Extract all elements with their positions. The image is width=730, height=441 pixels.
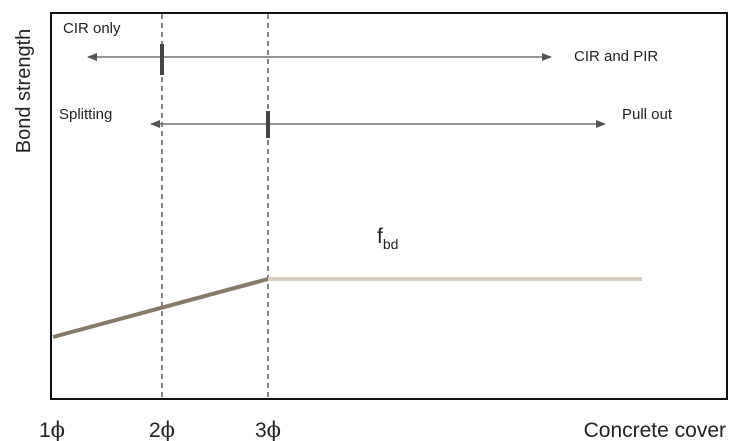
x-axis-label: Concrete cover (584, 419, 726, 441)
cir-transition-marker (160, 44, 164, 75)
x-tick-3phi: 3ϕ (255, 418, 281, 441)
x-tick-1phi: 1ϕ (39, 418, 65, 441)
pull-out-label: Pull out (622, 106, 673, 123)
plot-frame (50, 12, 728, 400)
y-axis-label: Bond strength (13, 29, 35, 154)
splitting-label: Splitting (59, 106, 112, 123)
fbd-label: fbd (377, 225, 398, 252)
bond-strength-rising-line (52, 277, 269, 339)
cir-and-pir-label: CIR and PIR (574, 48, 658, 65)
fbd-label-subscript: bd (383, 236, 399, 252)
x-tick-2phi: 2ϕ (149, 418, 175, 441)
fbd-label-main: f (377, 225, 383, 248)
cir-only-label: CIR only (63, 20, 121, 37)
splitting-transition-marker (266, 111, 270, 138)
